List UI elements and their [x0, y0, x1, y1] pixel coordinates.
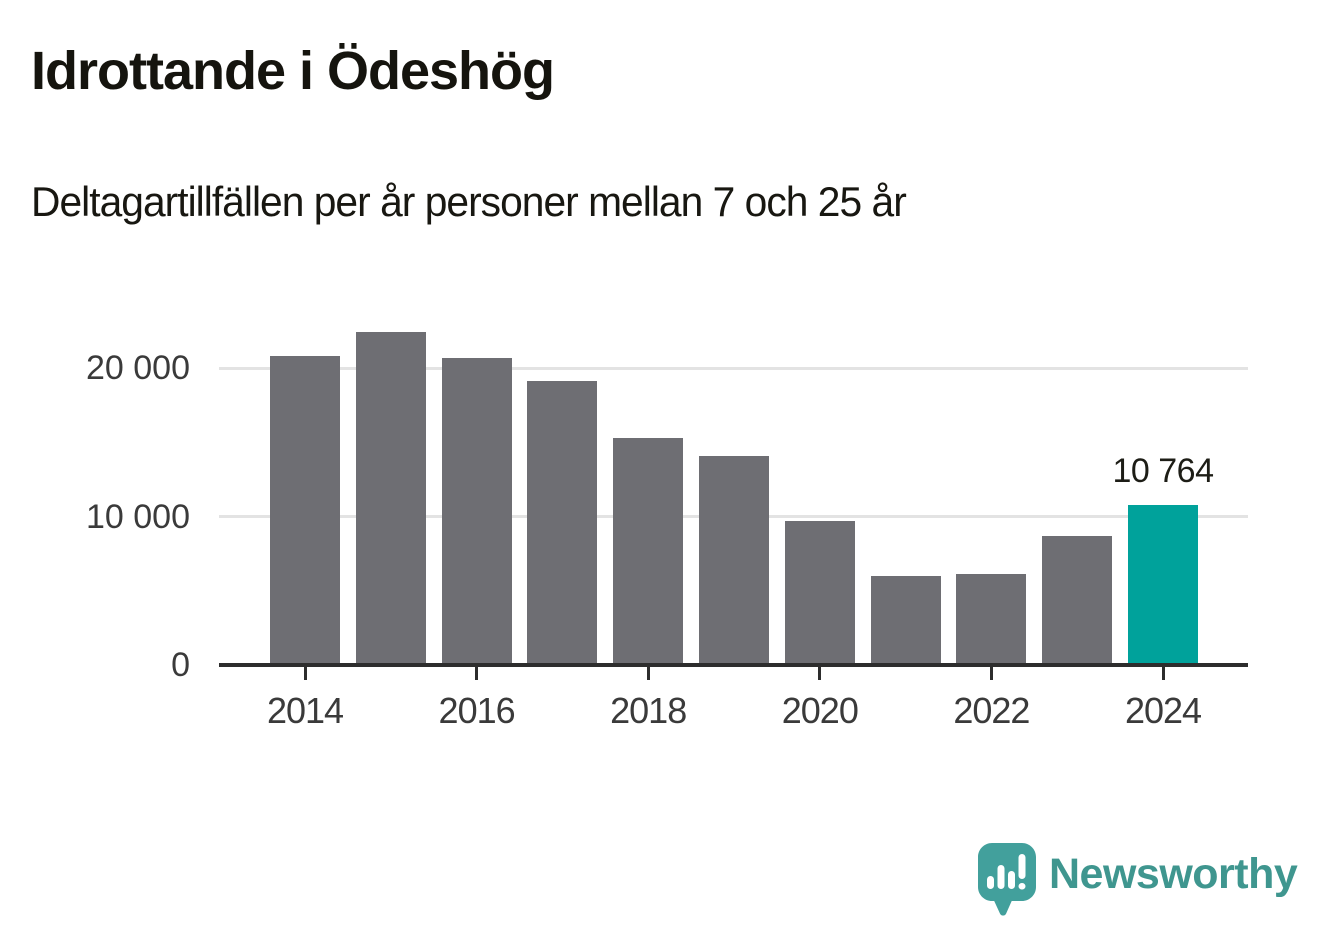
bar-2022	[956, 574, 1027, 665]
x-axis-label-2020: 2020	[781, 690, 859, 731]
x-axis-tick-2018	[646, 667, 650, 680]
newsworthy-branding: Newsworthy	[978, 843, 1298, 925]
newsworthy-logo-icon	[978, 843, 1036, 916]
bar-2017	[527, 381, 598, 665]
bar-value-label: 10 764	[1112, 452, 1215, 491]
x-axis-line	[219, 663, 1248, 667]
x-axis-tick-2022	[989, 667, 993, 680]
x-axis-label-2014: 2014	[266, 690, 344, 731]
bar-2014	[270, 356, 340, 665]
chart-subtitle: Deltagartillfällen per år personer mella…	[31, 178, 907, 225]
bar-2021	[870, 575, 941, 665]
bar-2015	[355, 332, 426, 665]
x-axis-label-2016: 2016	[438, 690, 516, 731]
bar-2019	[699, 455, 769, 665]
newsworthy-logo-text: Newsworthy	[1049, 850, 1298, 898]
y-axis-label-20000: 20 000	[86, 349, 190, 387]
chart-title: Idrottande i Ödeshög	[31, 41, 555, 101]
x-axis-tick-2024	[1161, 667, 1165, 680]
bar-2020	[784, 520, 855, 665]
x-axis-label-2022: 2022	[953, 690, 1030, 731]
y-axis-label-10000: 10 000	[86, 497, 190, 536]
x-axis-tick-2016	[475, 667, 479, 680]
bar-2018	[613, 437, 684, 665]
gridline-20000	[219, 366, 1248, 370]
x-axis-label-2024: 2024	[1124, 690, 1202, 731]
y-axis-label-0: 0	[171, 646, 190, 684]
bar-2023	[1042, 535, 1113, 665]
bar-2024	[1128, 505, 1198, 665]
x-axis-tick-2020	[818, 667, 822, 680]
bar-2016	[441, 357, 512, 665]
x-axis-label-2018: 2018	[610, 690, 687, 731]
x-axis-tick-2014	[303, 667, 307, 680]
